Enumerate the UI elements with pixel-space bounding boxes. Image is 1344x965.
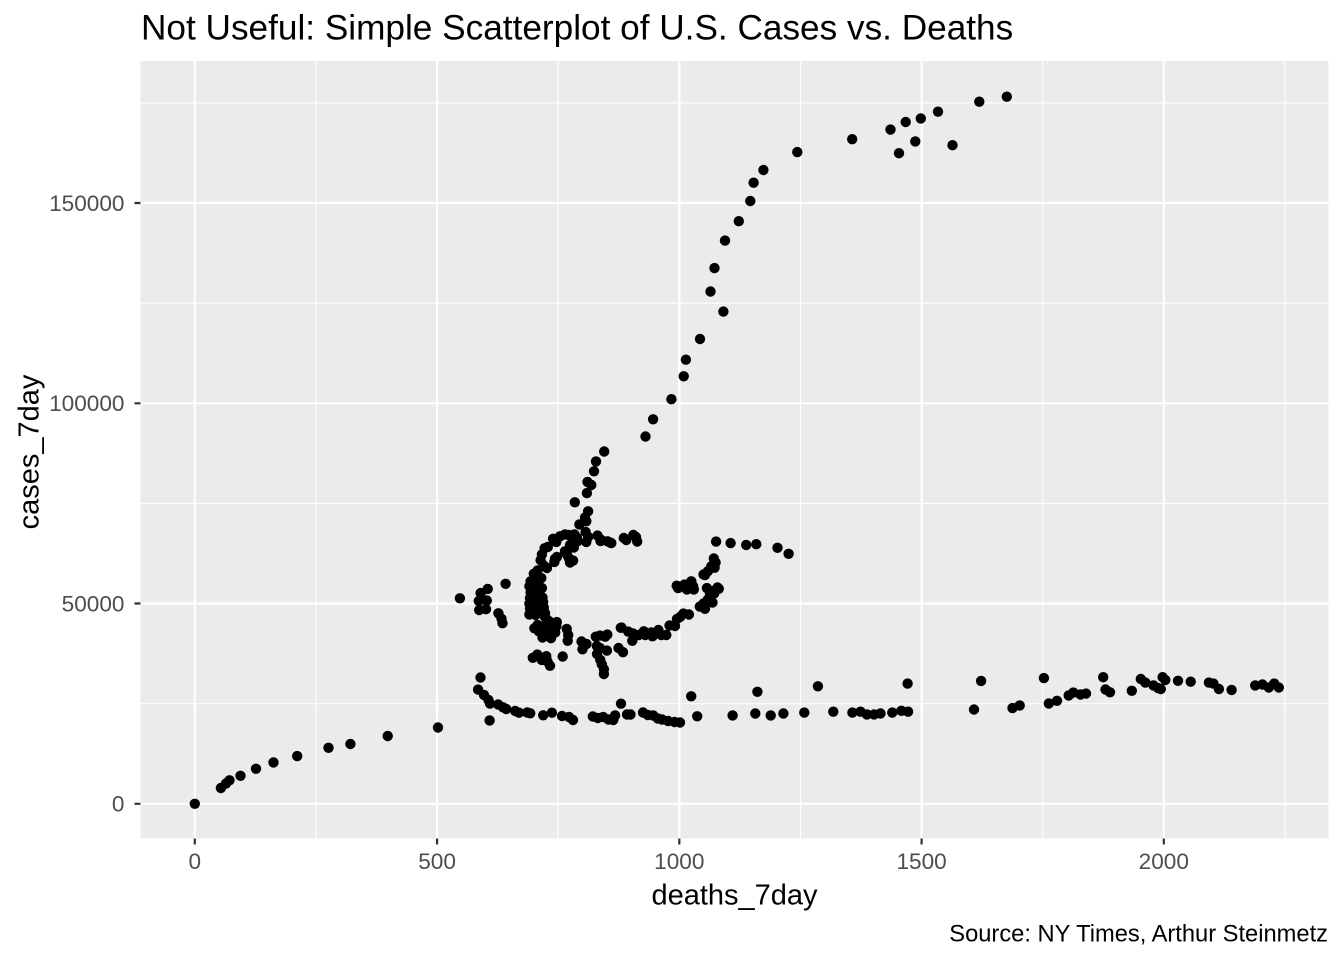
svg-text:cases_7day: cases_7day bbox=[14, 374, 46, 529]
svg-text:Source: NY Times, Arthur Stein: Source: NY Times, Arthur Steinmetz bbox=[949, 922, 1328, 948]
svg-text:0: 0 bbox=[189, 849, 202, 874]
svg-text:500: 500 bbox=[418, 849, 456, 874]
svg-text:1500: 1500 bbox=[896, 849, 946, 874]
svg-text:deaths_7day: deaths_7day bbox=[651, 880, 818, 912]
svg-text:Not Useful: Simple Scatterplot: Not Useful: Simple Scatterplot of U.S. C… bbox=[141, 9, 1013, 48]
svg-text:1000: 1000 bbox=[654, 849, 704, 874]
svg-text:0: 0 bbox=[112, 792, 125, 817]
svg-text:50000: 50000 bbox=[62, 591, 125, 616]
svg-text:150000: 150000 bbox=[49, 191, 124, 216]
svg-text:2000: 2000 bbox=[1139, 849, 1189, 874]
svg-text:100000: 100000 bbox=[49, 391, 124, 416]
